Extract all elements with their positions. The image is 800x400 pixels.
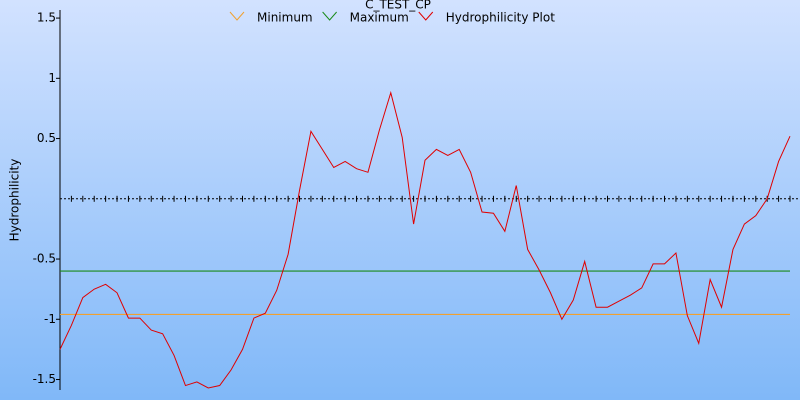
y-tick-label: 1 xyxy=(48,71,56,85)
legend-label: Minimum xyxy=(257,11,313,25)
y-tick-label: -1.5 xyxy=(33,372,56,386)
legend-swatch xyxy=(418,11,434,21)
chart-title: C_TEST_CP xyxy=(365,0,431,12)
data-line xyxy=(59,90,791,389)
y-tick-label: -0.5 xyxy=(33,252,56,266)
legend-swatch xyxy=(322,11,338,21)
y-tick-label: -1 xyxy=(44,312,56,326)
legend-label: Hydrophilicity Plot xyxy=(446,11,555,25)
legend-swatch xyxy=(229,11,245,21)
legend-label: Maximum xyxy=(350,11,409,25)
y-tick-label: 1.5 xyxy=(37,11,56,25)
y-axis-label: Hydrophilicity xyxy=(8,159,22,242)
y-tick-label: 0.5 xyxy=(37,131,56,145)
